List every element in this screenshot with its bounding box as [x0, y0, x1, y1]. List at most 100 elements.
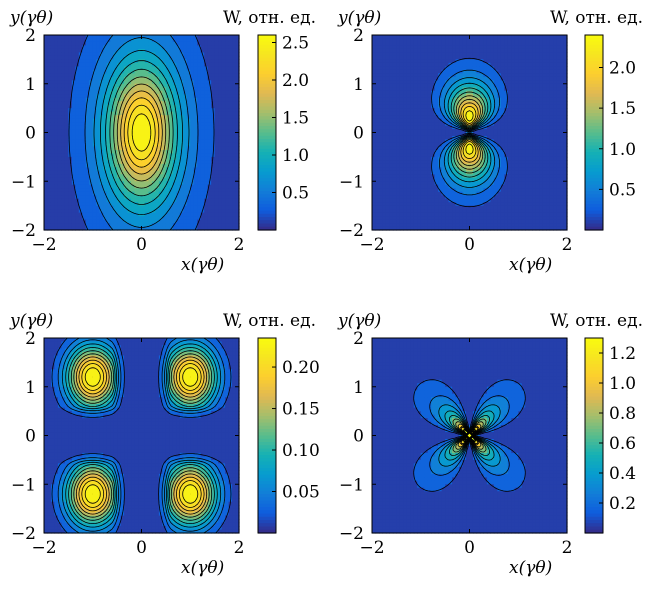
heatmap-cell [232, 163, 237, 168]
heatmap-cell [385, 35, 391, 40]
heatmap-cell [417, 146, 422, 151]
heatmap-cell [218, 163, 223, 168]
heatmap-cell [117, 160, 122, 165]
heatmap-cell [106, 202, 111, 207]
heatmap-cell [385, 216, 391, 221]
heatmap-cell [82, 202, 87, 207]
heatmap-cell [120, 48, 125, 54]
heatmap-cell [378, 149, 384, 154]
heatmap-cell [441, 108, 446, 113]
heatmap-cell [113, 38, 118, 43]
heatmap-cell [462, 48, 467, 54]
heatmap-cell [417, 139, 422, 144]
heatmap-cell [103, 66, 108, 71]
heatmap-cell [462, 111, 467, 116]
heatmap-cell [427, 125, 432, 130]
heatmap-cell [75, 80, 80, 85]
heatmap-cell [141, 142, 146, 148]
heatmap-cell [158, 226, 163, 231]
heatmap-cell [441, 59, 446, 64]
heatmap-cell [141, 156, 146, 161]
heatmap-cell [441, 195, 446, 200]
heatmap-cell [232, 153, 237, 158]
heatmap-cell [96, 223, 101, 228]
heatmap-cell [228, 59, 233, 64]
heatmap-cell [382, 125, 387, 130]
heatmap-cell [172, 142, 177, 148]
heatmap-cell [151, 139, 157, 144]
heatmap-cell [144, 118, 150, 123]
heatmap-cell [82, 97, 87, 102]
heatmap-cell [120, 45, 125, 50]
heatmap-cell [92, 223, 97, 228]
heatmap-cell [117, 156, 122, 161]
heatmap-cell [225, 115, 230, 120]
heatmap-cell [399, 132, 404, 137]
heatmap-cell [396, 108, 401, 113]
heatmap-cell [44, 153, 49, 158]
heatmap-cell [214, 139, 219, 144]
heatmap-cell [144, 87, 150, 92]
heatmap-cell [375, 209, 380, 214]
heatmap-cell [228, 90, 233, 95]
heatmap-cell [211, 122, 216, 127]
heatmap-cell [420, 129, 425, 134]
heatmap-cell [54, 115, 59, 120]
heatmap-cell [410, 38, 415, 43]
heatmap-cell [61, 195, 66, 200]
heatmap-cell [389, 163, 394, 168]
heatmap-cell [47, 45, 52, 50]
heatmap-cell [413, 97, 418, 102]
heatmap-cell [462, 191, 467, 196]
heatmap-cell [382, 94, 387, 99]
heatmap-cell [106, 177, 111, 182]
heatmap-cell [462, 209, 467, 214]
y-tick-label: 0 [25, 124, 36, 144]
heatmap-cell [197, 52, 202, 57]
heatmap-cell [131, 45, 136, 50]
heatmap-cell [47, 146, 52, 151]
heatmap-cell [417, 108, 422, 113]
heatmap-cell [382, 146, 387, 151]
heatmap-cell [385, 202, 391, 207]
heatmap-cell [211, 202, 216, 207]
heatmap-cell [148, 115, 153, 120]
heatmap-cell [399, 118, 404, 123]
heatmap-cell [162, 139, 167, 144]
heatmap-cell [441, 209, 446, 214]
heatmap-cell [378, 209, 384, 214]
heatmap-cell [176, 59, 181, 64]
heatmap-cell [441, 177, 446, 182]
heatmap-cell [452, 170, 457, 175]
heatmap-cell [375, 94, 380, 99]
heatmap-cell [410, 216, 415, 221]
heatmap-cell [403, 122, 408, 127]
heatmap-cell [106, 139, 111, 144]
heatmap-cell [127, 149, 132, 154]
heatmap-cell [127, 195, 132, 200]
heatmap-cell [427, 142, 432, 148]
heatmap-cell [211, 129, 216, 134]
heatmap-cell [117, 212, 122, 217]
heatmap-cell [162, 55, 167, 60]
heatmap-cell [396, 198, 401, 203]
heatmap-cell [472, 104, 478, 109]
heatmap-cell [44, 48, 49, 54]
heatmap-cell [225, 153, 230, 158]
heatmap-cell [75, 129, 80, 134]
colorbar: 2.52.01.51.00.5 [257, 34, 309, 231]
heatmap-cell [389, 209, 394, 214]
heatmap-cell [151, 83, 157, 88]
heatmap-cell [448, 129, 453, 134]
heatmap-cell [462, 163, 467, 168]
heatmap-cell [399, 226, 404, 231]
heatmap-cell [113, 156, 118, 161]
heatmap-cell [47, 184, 52, 189]
heatmap-cell [106, 209, 111, 214]
heatmap-cell [413, 55, 418, 60]
heatmap-cell [403, 149, 408, 154]
heatmap-cell [403, 62, 408, 67]
heatmap-cell [427, 181, 432, 186]
heatmap-cell [427, 122, 432, 127]
heatmap-cell [61, 146, 66, 151]
